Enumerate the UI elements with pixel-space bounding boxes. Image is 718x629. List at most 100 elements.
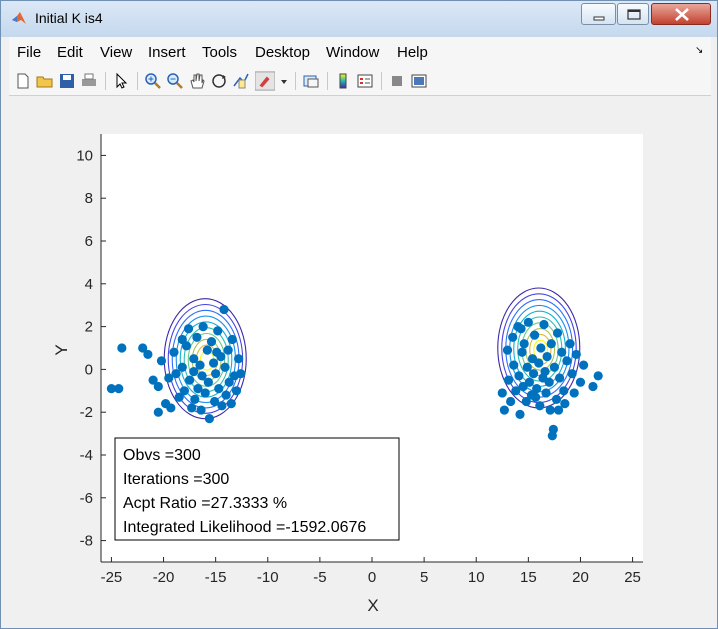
data-point (562, 356, 572, 366)
data-point (227, 334, 237, 345)
data-point (506, 396, 516, 407)
data-point (156, 356, 167, 366)
show-plot-tools-icon[interactable] (409, 71, 429, 91)
save-icon[interactable] (57, 71, 77, 91)
scatter-chart[interactable]: -25 -20 -15 -10 -5 0 5 10 15 20 25 -8-6-4-20246810… (9, 96, 711, 622)
figure-canvas: -25 -20 -15 -10 -5 0 5 10 15 20 25 -8 -6 -4 -2 0 2 4 6 8 10… (9, 96, 711, 622)
data-point (166, 403, 176, 413)
y-tick-label: 8 (85, 190, 93, 207)
maximize-button[interactable] (617, 3, 649, 25)
data-point (195, 360, 205, 370)
y-tick-label: 0 (85, 361, 93, 378)
data-point (231, 386, 242, 396)
x-tick-label: 5 (420, 569, 428, 586)
annotation-iterations: Iterations =300 (123, 471, 229, 488)
data-point (221, 390, 231, 400)
data-point (567, 369, 577, 379)
y-tick-label: 6 (85, 233, 93, 250)
minimize-button[interactable] (581, 3, 616, 25)
y-tick-label: -8 (80, 533, 93, 550)
close-icon (675, 8, 689, 21)
data-point (174, 392, 184, 402)
pan-icon[interactable] (187, 71, 207, 91)
pointer-icon[interactable] (111, 71, 131, 91)
data-point (549, 362, 560, 372)
dock-arrow-icon[interactable]: ↘ (695, 45, 704, 56)
y-tick-label: -4 (80, 447, 93, 464)
data-point (220, 362, 230, 372)
open-icon[interactable] (35, 71, 55, 91)
data-point (206, 336, 217, 347)
data-point (143, 349, 153, 360)
x-axis-ticks: -25 -20 -15 -10 -5 0 5 10 15 20 25 (101, 557, 641, 586)
data-point (560, 399, 570, 409)
contour-level (525, 328, 556, 371)
data-point (153, 407, 163, 417)
menu-tools[interactable]: Tools (202, 44, 238, 61)
data-point (203, 377, 213, 387)
menu-insert[interactable]: Insert (148, 44, 186, 61)
link-plot-icon[interactable] (301, 71, 321, 91)
data-point (546, 339, 556, 349)
print-icon[interactable] (79, 71, 99, 91)
data-point (593, 371, 603, 381)
title-bar[interactable]: Initial K is4 (1, 1, 717, 37)
data-point (540, 366, 550, 377)
data-point (177, 334, 187, 345)
menu-edit[interactable]: Edit (57, 44, 83, 61)
data-point (578, 360, 589, 370)
data-point (196, 405, 206, 415)
data-point (236, 369, 246, 379)
colorbar-icon[interactable] (333, 71, 353, 91)
matlab-logo-icon (12, 12, 26, 24)
data-point (148, 375, 158, 385)
y-tick-label: 10 (76, 147, 93, 164)
new-figure-icon[interactable] (13, 71, 33, 91)
data-point (511, 386, 521, 396)
x-tick-label: -25 (101, 569, 123, 586)
x-axis-label: X (367, 596, 378, 615)
data-point (571, 349, 581, 360)
toolbar-separator (105, 72, 106, 90)
data-point (208, 358, 219, 368)
annotation-box[interactable]: Obvs =300 Iterations =300 Acpt Ratio =27… (114, 437, 400, 541)
data-point (565, 339, 575, 349)
rotate-3d-icon[interactable] (209, 71, 229, 91)
brush-icon[interactable] (255, 71, 275, 91)
toolbar-separator (137, 72, 138, 90)
data-cursor-icon[interactable] (231, 71, 251, 91)
toolbar-separator (381, 72, 382, 90)
close-button[interactable] (651, 3, 711, 25)
menu-view[interactable]: View (100, 44, 133, 61)
menu-help[interactable]: Help (397, 44, 428, 61)
data-point (530, 330, 540, 340)
data-point (539, 319, 549, 330)
menu-file[interactable]: File (17, 44, 42, 61)
zoom-in-icon[interactable] (143, 71, 163, 91)
data-point (169, 347, 179, 357)
data-point (179, 386, 189, 396)
data-point (532, 384, 542, 394)
x-tick-label: -20 (153, 569, 175, 586)
data-point (202, 345, 212, 355)
data-point (217, 401, 227, 411)
menu-window[interactable]: Window (326, 44, 380, 61)
data-point (523, 317, 533, 327)
menu-desktop[interactable]: Desktop (255, 44, 311, 61)
x-tick-label: -10 (257, 569, 279, 586)
data-point (226, 399, 236, 409)
data-point (555, 373, 565, 383)
data-point (212, 347, 222, 357)
hide-plot-tools-icon[interactable] (387, 71, 407, 91)
brush-dropdown-icon[interactable] (279, 71, 289, 91)
data-point (516, 324, 526, 334)
zoom-out-icon[interactable] (165, 71, 185, 91)
data-point (117, 343, 127, 353)
legend-icon[interactable] (355, 71, 375, 91)
x-tick-label: 0 (368, 569, 376, 586)
y-axis-label: Y (52, 344, 71, 355)
data-point (198, 322, 208, 332)
data-point (553, 405, 564, 415)
x-tick-label: 15 (520, 569, 537, 586)
